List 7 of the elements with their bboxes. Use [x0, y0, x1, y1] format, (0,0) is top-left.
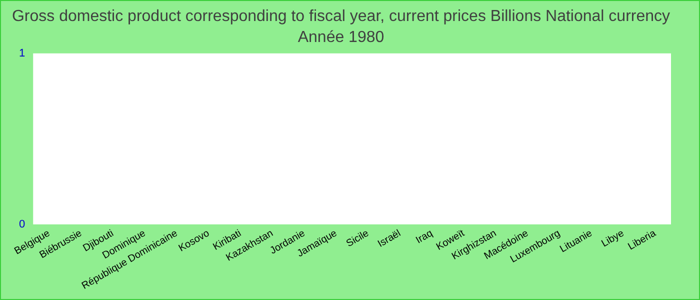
x-tick-label: Iraq [414, 228, 435, 246]
y-tick-label: 0 [18, 218, 26, 230]
x-tick-label: Libye [600, 228, 626, 250]
x-tick-label: Sicile [344, 228, 372, 250]
y-tick-label: 1 [18, 47, 26, 60]
chart-subtitle: Année 1980 [298, 29, 384, 46]
chart-title: Gross domestic product corresponding to fiscal year, current prices Billions National currency [12, 8, 670, 26]
